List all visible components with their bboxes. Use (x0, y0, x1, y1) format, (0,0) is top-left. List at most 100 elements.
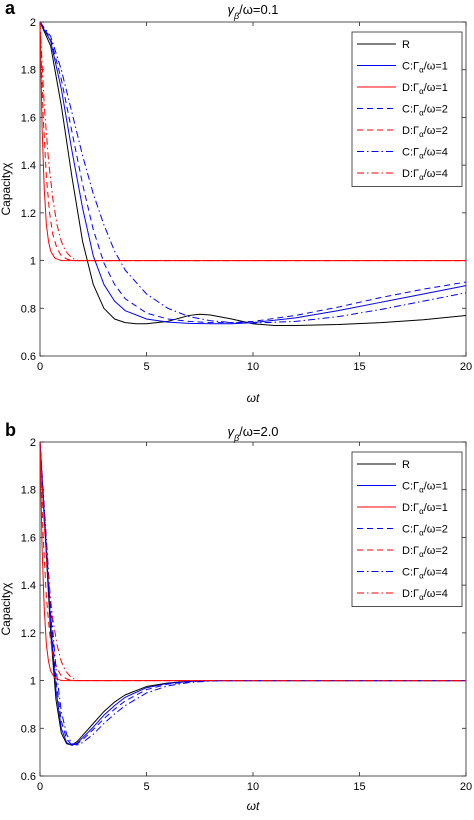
legend-label-suffix: /ω=1 (424, 61, 448, 73)
y-tick-label: 2 (30, 17, 36, 29)
legend-label-subscript: α (419, 593, 424, 602)
chart-panel-b: b γβ/ω=2.0 0 5 10 15 20 0.6 0.8 1 1.2 1.4 1.6 1.8 2 ωt C… (0, 420, 472, 813)
legend-label-prefix: C:Γ (402, 481, 419, 493)
legend-box (351, 31, 463, 187)
legend-label-subscript: α (419, 529, 424, 538)
legend-label-5: C:Γα/ω=4 (402, 567, 448, 581)
series-line-2 (40, 442, 466, 682)
series-line-3 (40, 442, 466, 746)
legend-label-prefix: C:Γ (402, 147, 419, 159)
legend-label-0: R (402, 459, 410, 471)
y-tick-label: 1.8 (21, 485, 36, 497)
x-tick-label: 5 (143, 781, 149, 793)
legend-label-subscript: α (419, 486, 424, 495)
series-line-2 (40, 22, 466, 262)
legend-label-prefix: C:Γ (402, 524, 419, 536)
legend-label-prefix: C:Γ (402, 567, 419, 579)
series-line-3 (40, 22, 466, 324)
chart-title-symbol: γ (227, 424, 235, 439)
x-tick-label: 20 (460, 781, 472, 793)
legend-label-subscript: α (419, 507, 424, 516)
x-axis-label: ωt (247, 391, 260, 405)
legend-label-prefix: C:Γ (402, 104, 419, 116)
series-group (40, 22, 466, 326)
chart-title: γβ/ω=2.0 (227, 424, 278, 443)
chart-title-subscript: β (233, 433, 239, 443)
y-tick-label: 1.8 (21, 65, 36, 77)
legend-label-1: C:Γα/ω=1 (402, 61, 448, 75)
chart-title-symbol: γ (227, 2, 235, 17)
legend-label-prefix: R (402, 39, 410, 51)
legend-label-prefix: D:Γ (402, 502, 419, 514)
legend-label-subscript: α (419, 152, 424, 161)
legend-label-subscript: α (419, 66, 424, 75)
chart-title-rest: /ω=2.0 (239, 424, 278, 439)
y-tick-label: 1.4 (21, 580, 36, 592)
legend-label-prefix: R (402, 459, 410, 471)
y-tick-label: 1.6 (21, 532, 36, 544)
legend-label-prefix: D:Γ (402, 82, 419, 94)
legend-label-suffix: /ω=1 (424, 481, 448, 493)
panel-letter: b (5, 420, 16, 440)
legend-label-suffix: /ω=4 (424, 567, 448, 579)
y-tick-label: 1.4 (21, 160, 36, 172)
legend-label-suffix: /ω=4 (424, 588, 448, 600)
series-line-0 (40, 22, 466, 326)
legend-label-1: C:Γα/ω=1 (402, 481, 448, 495)
legend: RC:Γα/ω=1D:Γα/ω=1C:Γα/ω=2D:Γα/ω=2C:Γα/ω=… (351, 451, 463, 607)
series-line-1 (40, 22, 466, 325)
legend-label-subscript: α (419, 173, 424, 182)
legend-box (351, 451, 463, 607)
legend-label-2: D:Γα/ω=1 (402, 82, 448, 96)
legend-label-prefix: D:Γ (402, 168, 419, 180)
y-axis-label: Capacityχ (0, 162, 13, 216)
legend-label-subscript: α (419, 550, 424, 559)
y-axis-label: Capacityχ (0, 582, 13, 636)
legend: RC:Γα/ω=1D:Γα/ω=1C:Γα/ω=2D:Γα/ω=2C:Γα/ω=… (351, 31, 463, 187)
legend-label-5: C:Γα/ω=4 (402, 147, 448, 161)
series-line-5 (40, 22, 466, 324)
chart-title-rest: /ω=0.1 (239, 2, 278, 17)
legend-label-suffix: /ω=2 (424, 545, 448, 557)
y-tick-label: 0.8 (21, 723, 36, 735)
legend-label-2: D:Γα/ω=1 (402, 502, 448, 516)
chart-title-subscript: β (233, 11, 239, 21)
legend-label-4: D:Γα/ω=2 (402, 545, 448, 559)
legend-label-suffix: /ω=1 (424, 82, 448, 94)
legend-label-suffix: /ω=2 (424, 104, 448, 116)
x-tick-label: 0 (37, 781, 43, 793)
legend-label-3: C:Γα/ω=2 (402, 104, 448, 118)
y-tick-label: 0.6 (21, 771, 36, 783)
legend-label-prefix: C:Γ (402, 61, 419, 73)
y-tick-label: 1.2 (21, 628, 36, 640)
legend-label-4: D:Γα/ω=2 (402, 125, 448, 139)
chart-title: γβ/ω=0.1 (227, 2, 278, 21)
y-tick-label: 1.6 (21, 112, 36, 124)
legend-label-suffix: /ω=1 (424, 502, 448, 514)
x-tick-label: 10 (247, 361, 259, 373)
legend-label-prefix: D:Γ (402, 588, 419, 600)
x-tick-label: 15 (353, 361, 365, 373)
x-tick-label: 5 (143, 361, 149, 373)
y-tick-label: 1.2 (21, 208, 36, 220)
y-tick-label: 0.8 (21, 303, 36, 315)
panel-letter: a (5, 0, 16, 18)
y-tick-label: 1 (30, 256, 36, 268)
legend-label-suffix: /ω=2 (424, 524, 448, 536)
chart-panel-a: a γβ/ω=0.1 0 5 10 15 20 0.6 0.8 1 1.2 1.4 1.6 1.8 2 ωt C… (0, 0, 472, 405)
legend-label-suffix: /ω=2 (424, 125, 448, 137)
legend-label-subscript: α (419, 87, 424, 96)
series-line-4 (40, 22, 466, 262)
legend-label-suffix: /ω=4 (424, 168, 448, 180)
series-group (40, 442, 466, 746)
y-tick-label: 2 (30, 437, 36, 449)
x-tick-label: 10 (247, 781, 259, 793)
legend-label-subscript: α (419, 572, 424, 581)
legend-label-suffix: /ω=4 (424, 147, 448, 159)
legend-label-subscript: α (419, 109, 424, 118)
legend-label-3: C:Γα/ω=2 (402, 524, 448, 538)
legend-label-prefix: D:Γ (402, 125, 419, 137)
x-tick-label: 20 (460, 361, 472, 373)
